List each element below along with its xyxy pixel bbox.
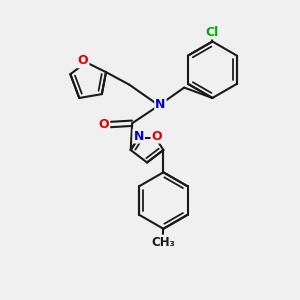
Text: CH₃: CH₃ [152, 236, 175, 249]
Text: N: N [134, 130, 144, 142]
Text: O: O [152, 130, 162, 142]
Text: N: N [155, 98, 166, 111]
Text: Cl: Cl [206, 26, 219, 38]
Text: O: O [99, 118, 109, 131]
Text: O: O [78, 54, 88, 67]
